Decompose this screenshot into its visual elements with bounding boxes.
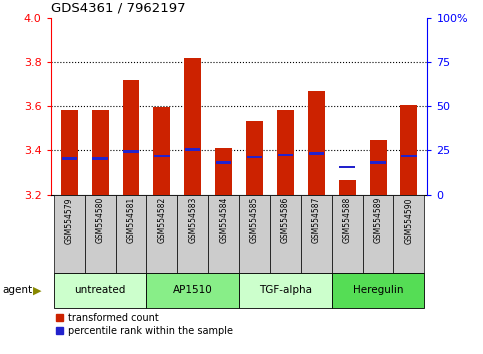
Text: GSM554579: GSM554579	[65, 197, 74, 244]
Bar	[277, 109, 294, 195]
Bar	[115, 195, 146, 273]
Bar	[185, 148, 200, 151]
Bar	[400, 105, 417, 195]
Bar	[92, 157, 108, 160]
Bar	[370, 161, 386, 164]
Bar	[208, 195, 239, 273]
Bar	[401, 155, 417, 157]
Bar	[332, 195, 363, 273]
Bar	[308, 91, 325, 195]
Bar	[301, 195, 332, 273]
Bar	[85, 195, 115, 273]
Bar	[309, 153, 324, 155]
Text: GSM554581: GSM554581	[127, 197, 136, 243]
Bar	[239, 273, 332, 308]
Bar	[363, 195, 394, 273]
Bar	[332, 273, 425, 308]
Text: GSM554589: GSM554589	[373, 197, 383, 244]
Bar	[369, 141, 386, 195]
Text: GSM554583: GSM554583	[188, 197, 197, 244]
Bar	[177, 195, 208, 273]
Bar	[61, 157, 77, 160]
Text: GSM554585: GSM554585	[250, 197, 259, 244]
Bar	[185, 57, 201, 195]
Bar	[246, 121, 263, 195]
Bar	[270, 195, 301, 273]
Bar	[339, 180, 355, 195]
Bar	[146, 273, 239, 308]
Text: GSM554587: GSM554587	[312, 197, 321, 244]
Bar	[61, 109, 78, 195]
Text: TGF-alpha: TGF-alpha	[259, 285, 312, 295]
Text: ▶: ▶	[33, 285, 42, 295]
Text: GSM554582: GSM554582	[157, 197, 166, 243]
Bar	[340, 166, 355, 169]
Bar	[154, 155, 170, 157]
Text: GSM554588: GSM554588	[342, 197, 352, 243]
Bar	[278, 154, 293, 156]
Bar	[54, 195, 85, 273]
Text: GDS4361 / 7962197: GDS4361 / 7962197	[51, 1, 185, 14]
Legend: transformed count, percentile rank within the sample: transformed count, percentile rank withi…	[56, 313, 233, 336]
Bar	[215, 148, 232, 195]
Bar	[146, 195, 177, 273]
Bar	[216, 161, 231, 164]
Text: untreated: untreated	[74, 285, 126, 295]
Bar	[247, 156, 262, 158]
Bar	[123, 80, 140, 195]
Text: GSM554580: GSM554580	[96, 197, 105, 244]
Text: GSM554590: GSM554590	[404, 197, 413, 244]
Text: GSM554586: GSM554586	[281, 197, 290, 244]
Bar	[123, 150, 139, 153]
Text: AP1510: AP1510	[173, 285, 213, 295]
Text: Heregulin: Heregulin	[353, 285, 403, 295]
Bar	[154, 107, 170, 195]
Bar	[54, 273, 146, 308]
Bar	[239, 195, 270, 273]
Text: agent: agent	[2, 285, 32, 295]
Bar	[92, 109, 109, 195]
Bar	[394, 195, 425, 273]
Text: GSM554584: GSM554584	[219, 197, 228, 244]
